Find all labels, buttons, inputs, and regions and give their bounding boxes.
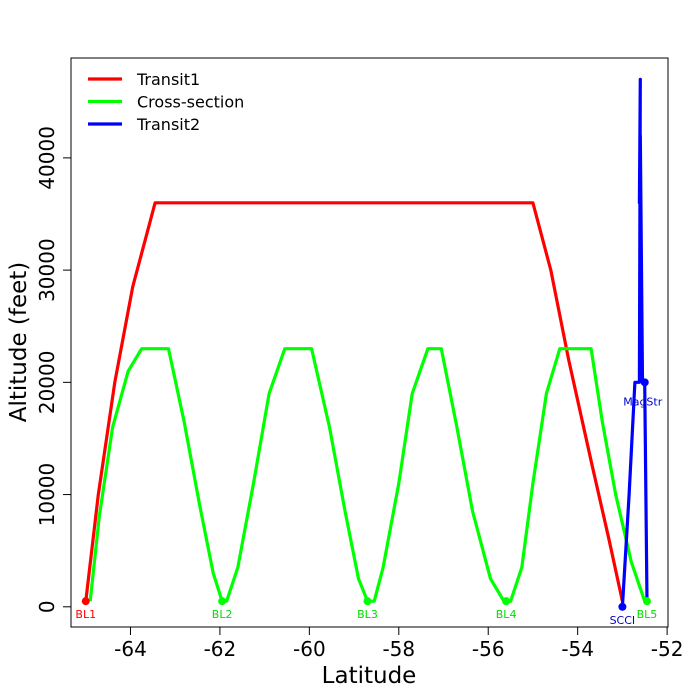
x-tick-label-3: -58 <box>382 637 415 661</box>
point-label-bl3: BL3 <box>357 608 378 621</box>
legend: Transit1 Cross-section Transit2 <box>88 70 244 134</box>
x-tick-label-1: -62 <box>204 637 237 661</box>
legend-label-1: Cross-section <box>137 93 244 112</box>
point-label-bl1: BL1 <box>75 608 96 621</box>
point-marker-0 <box>81 597 90 606</box>
point-marker-3 <box>502 597 511 606</box>
marker-layer <box>81 378 651 611</box>
x-axis: -64 -62 -60 -58 -56 -54 -52 <box>114 626 684 661</box>
series-line-1 <box>88 347 647 603</box>
y-tick-label-1: 10000 <box>35 463 59 527</box>
legend-label-0: Transit1 <box>136 70 200 89</box>
x-axis-title: Latitude <box>322 663 417 689</box>
point-marker-4 <box>642 597 651 606</box>
point-marker-6 <box>640 378 649 387</box>
x-tick-label-4: -56 <box>472 637 505 661</box>
legend-label-2: Transit2 <box>136 115 200 134</box>
point-label-bl5: BL5 <box>637 608 658 621</box>
x-tick-label-0: -64 <box>114 637 147 661</box>
plot-frame <box>70 57 669 628</box>
y-tick-label-3: 30000 <box>35 238 59 302</box>
point-label-scci: SCCI <box>610 614 636 627</box>
series-line-0 <box>84 201 624 602</box>
x-tick-label-5: -54 <box>561 637 594 661</box>
point-marker-1 <box>218 597 227 606</box>
y-axis: 0 10000 20000 30000 40000 <box>35 126 72 613</box>
point-label-magstr: MagStr <box>623 395 663 408</box>
point-marker-2 <box>363 597 372 606</box>
y-axis-title: Altitude (feet) <box>6 262 32 423</box>
point-marker-5 <box>618 602 627 611</box>
series-line-2 <box>620 77 649 607</box>
point-label-bl4: BL4 <box>496 608 517 621</box>
x-tick-label-2: -60 <box>293 637 326 661</box>
x-tick-label-6: -52 <box>651 637 684 661</box>
series-layer <box>84 77 649 607</box>
y-tick-label-4: 40000 <box>35 126 59 190</box>
y-tick-label-2: 20000 <box>35 351 59 415</box>
point-label-bl2: BL2 <box>212 608 233 621</box>
y-tick-label-0: 0 <box>35 600 59 613</box>
